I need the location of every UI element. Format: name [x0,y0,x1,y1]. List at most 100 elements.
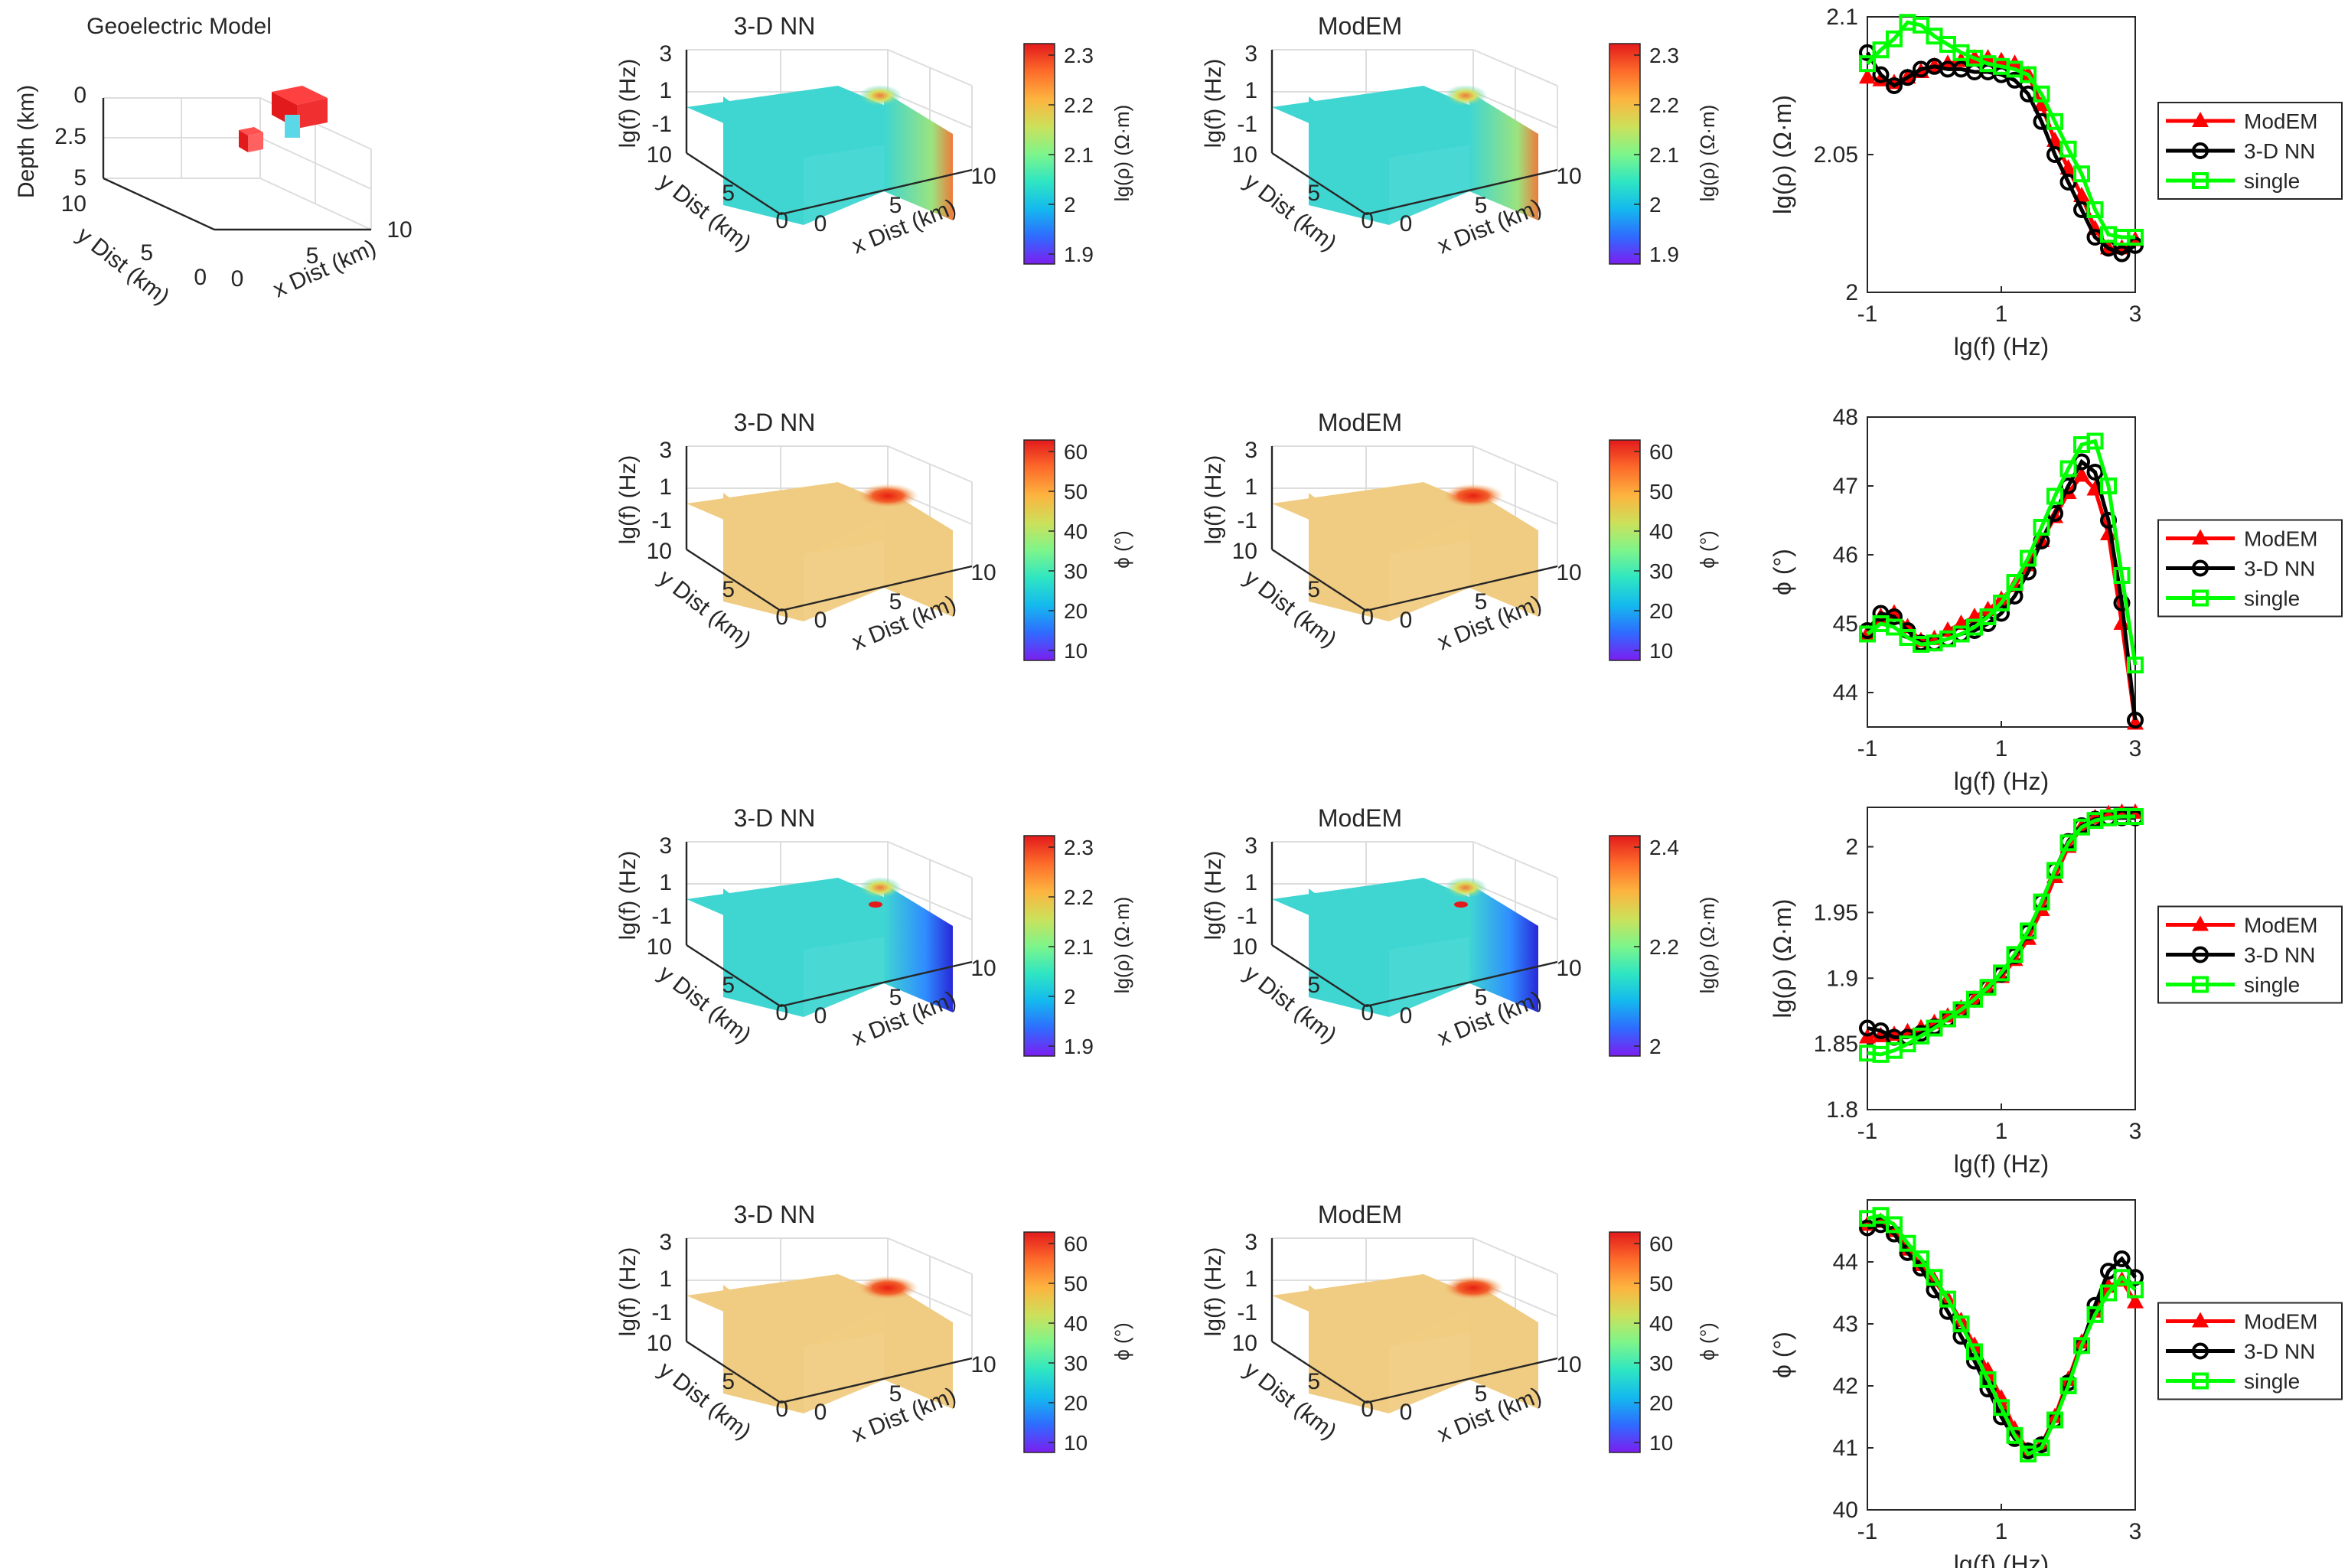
x-axis-line [1365,168,1558,216]
data-point [2100,1284,2117,1302]
data-point [2006,1426,2024,1444]
data-point [2113,567,2131,584]
x-axis-label: x Dist (km) [849,591,960,655]
data-point [2059,140,2077,158]
colorbar-label: ϕ (°) [1110,530,1133,569]
y-tick-label: 48 [1833,405,1858,430]
slice-back-face [804,1309,884,1413]
colorbar-label: lg(ρ) (Ω·m) [1696,105,1719,202]
x-tick-label: 5 [1475,193,1488,218]
z-axis-label: lg(f) (Hz) [615,455,641,545]
data-point [2113,1250,2131,1267]
z-tick-label: 1 [1244,870,1257,895]
data-point [1872,1022,1890,1039]
y-axis-line [1271,944,1367,1008]
data-point [1939,1007,1956,1023]
data-point [1993,590,2010,606]
legend-marker [2192,172,2209,189]
slice-back-face [804,913,884,1017]
series-line [1866,438,2138,666]
data-point [2033,85,2050,103]
y-tick-label: 1.9 [1826,966,1858,991]
slice-side-face [1469,884,1538,1012]
geo-yticks: 10 5 0 [61,191,207,290]
colorbar-label: ϕ (°) [1696,530,1719,569]
anomaly-hotspot [1444,85,1487,106]
plot-frame [1867,807,2136,1110]
data-point [2059,834,2077,852]
series-single [1859,432,2144,673]
y-tick-label: 42 [1833,1374,1858,1399]
geo-ytick-1: 10 [61,191,86,217]
geo-xtick-1: 0 [231,266,244,292]
legend-marker [2192,1342,2209,1360]
x-tick-label: 3 [2129,302,2142,327]
y-tick-label: 0 [1361,605,1374,630]
geo-zlabel: Depth (km) [14,85,39,198]
x-tick-label: -1 [1857,736,1878,761]
z-tick-label: -1 [651,112,672,137]
y-tick-label: 5 [722,577,735,602]
geo-title: Geoelectric Model [86,14,272,39]
colorbar [1023,439,1055,661]
data-point [1993,595,2010,611]
y-tick-label: 43 [1833,1312,1858,1337]
y-tick-label: 10 [1232,934,1257,960]
colorbar-tick-label: 10 [1064,639,1088,663]
y-tick-label: 2 [1845,280,1858,305]
data-point [2127,657,2144,673]
x-tick-label: 5 [889,589,902,614]
colorbar-tick-label: 10 [1064,1431,1088,1455]
x-tick-label: 3 [2129,1519,2142,1544]
x-axis-line [780,1357,973,1404]
colorbar-tick-label: 2.1 [1064,143,1094,167]
y-tick-label: 2.05 [1814,142,1858,168]
data-point [2086,1306,2104,1323]
x-tick-label: 10 [1556,956,1581,981]
y-tick-label: 5 [1307,577,1320,602]
z-tick-label: 3 [1244,833,1257,859]
z-tick-label: 1 [1244,474,1257,500]
geo-ytick-2: 5 [140,240,153,266]
colorbar-tick-label: 2.3 [1649,44,1679,67]
y-tick-label: 44 [1833,680,1858,706]
data-point [1993,964,2010,982]
data-point [1859,625,1876,643]
y-tick-label: 5 [722,973,735,998]
colorbar-tick-label: 1.9 [1064,1035,1094,1058]
y-axis-line [686,1340,781,1404]
colorbar-label: ϕ (°) [1696,1322,1719,1361]
colorbar-tick-label: 40 [1649,1312,1673,1335]
y-tick-label: 5 [1307,973,1320,998]
data-point [1872,66,1890,83]
z-tick-label: 1 [659,1266,672,1292]
data-point [2020,922,2037,940]
colorbar-tick-label: 2 [1064,193,1076,217]
y-axis-line [1271,1340,1367,1404]
geo-ytick-3: 0 [194,265,207,290]
colorbar-tick-label: 60 [1064,1232,1088,1256]
x-tick-label: 0 [814,211,827,236]
colorbar-tick-label: 50 [1649,480,1673,504]
panel-title: ModEM [1318,804,1402,832]
z-tick-label: -1 [1237,508,1257,533]
colorbar-tick-label: 50 [1064,1272,1088,1296]
colorbar-tick-label: 1.9 [1064,243,1094,266]
series-single [1859,808,2144,1063]
data-point [2113,245,2131,262]
legend-label: 3-D NN [2244,1340,2315,1364]
data-point [2033,519,2050,536]
colorbar-label: ϕ (°) [1110,1322,1133,1361]
legend-label: ModEM [2244,527,2317,551]
slice-side-face [1469,1280,1538,1409]
z-tick-label: 3 [659,1230,672,1255]
x-tick-label: 5 [1475,589,1488,614]
data-point [1993,1399,2010,1416]
slice-back-face [804,517,884,621]
colorbar-tick-label: 2.2 [1064,93,1094,117]
z-tick-label: -1 [1237,112,1257,137]
legend-label: 3-D NN [2244,557,2315,581]
